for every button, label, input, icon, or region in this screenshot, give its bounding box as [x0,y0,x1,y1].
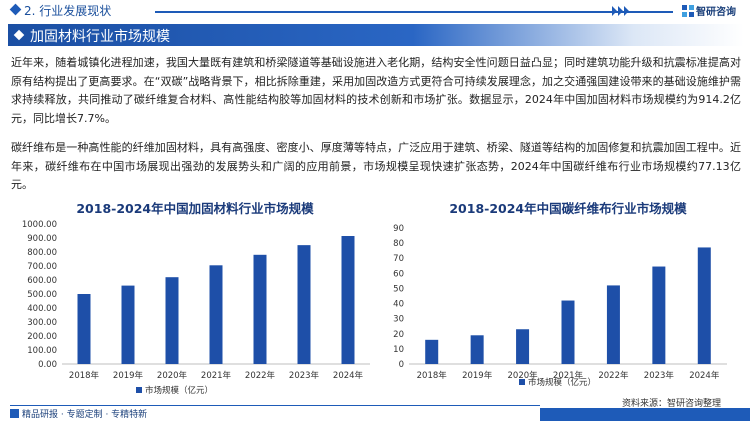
bar [165,277,179,364]
bar [606,285,620,364]
bar [253,254,267,364]
title-diamond-icon [13,29,25,41]
chevron-arrows-icon [612,6,629,16]
x-tick-label: 2020年 [157,370,188,381]
y-tick-label: 900.00 [27,234,57,244]
bar [209,265,223,364]
x-tick-label: 2021年 [553,370,584,381]
y-tick-label: 10 [393,345,404,355]
bar [77,294,91,364]
y-tick-label: 800.00 [27,248,57,258]
y-tick-label: 60 [393,269,404,279]
bar [341,236,355,364]
source-note: 资料来源：智研咨询整理 [622,399,722,409]
footer-slogan: 精品研报 · 专题定制 · 专精特新 [22,410,148,420]
x-tick-label: 2024年 [689,370,720,381]
x-tick-label: 2020年 [508,370,539,381]
y-tick-label: 90 [393,224,404,234]
x-tick-label: 2024年 [333,370,364,381]
legend-label: 市场规模（亿元） [528,377,596,388]
chart-title: 2018-2024年中国碳纤维布行业市场规模 [449,201,687,216]
y-tick-label: 400.00 [27,304,57,314]
bar [516,329,530,364]
y-tick-label: 200.00 [27,332,57,342]
x-tick-label: 2023年 [644,370,675,381]
legend-label: 市场规模（亿元） [145,385,213,396]
y-tick-label: 600.00 [27,276,57,286]
y-tick-label: 50 [393,284,404,294]
page-title: 加固材料行业市场规模 [30,29,170,45]
y-tick-label: 1000.00 [22,220,57,230]
footer-square-icon [10,409,19,418]
y-tick-label: 0 [399,360,404,370]
bar [297,245,311,364]
bar [561,300,575,364]
section-title: 2. 行业发展现状 [24,4,112,18]
y-tick-label: 70 [393,254,404,264]
header-divider [155,11,673,13]
x-tick-label: 2023年 [289,370,320,381]
bar [425,339,439,364]
top-header: 2. 行业发展现状 智研咨询 [0,0,750,22]
zhiyan-logo-icon [682,4,694,17]
y-tick-label: 20 [393,330,404,340]
y-tick-label: 0.00 [38,360,57,370]
brand-name: 智研咨询 [696,7,736,18]
legend-swatch [136,387,142,393]
x-tick-label: 2018年 [69,370,100,381]
x-tick-label: 2018年 [417,370,448,381]
reinforcement-market-chart: 2018-2024年中国加固材料行业市场规模 0.00 100.00 200.00 30… [22,201,370,396]
y-tick-label: 40 [393,300,404,310]
y-tick-label: 500.00 [27,290,57,300]
x-tick-label: 2022年 [245,370,276,381]
y-tick-label: 300.00 [27,318,57,328]
bar [121,285,135,364]
chart-title: 2018-2024年中国加固材料行业市场规模 [76,201,314,216]
legend-swatch [519,379,525,385]
bar [652,266,666,364]
carbon-fiber-market-chart: 2018-2024年中国碳纤维布行业市场规模 0 10 20 30 40 50 60 70 80 9… [393,201,727,388]
y-tick-label: 30 [393,315,404,325]
y-tick-label: 80 [393,239,404,249]
carbon-fiber-paragraph: 碳纤维布是一种高性能的纤维加固材料，具有高强度、密度小、厚度薄等特点，广泛应用于… [11,141,741,191]
bar [697,247,711,364]
x-tick-label: 2019年 [113,370,144,381]
section-diamond-icon [9,3,22,16]
x-tick-label: 2019年 [462,370,493,381]
title-band: 加固材料行业市场规模 [8,24,744,46]
intro-paragraph: 近年来，随着城镇化进程加速，我国大量既有建筑和桥梁隧道等基础设施进入老化期，结构… [11,56,741,125]
x-tick-label: 2021年 [201,370,232,381]
x-tick-label: 2022年 [598,370,629,381]
y-tick-label: 100.00 [27,346,57,356]
footer-bar [540,408,750,421]
brand: 智研咨询 [682,3,736,18]
bar [470,335,484,364]
y-tick-label: 700.00 [27,262,57,272]
footer-divider [10,405,540,406]
